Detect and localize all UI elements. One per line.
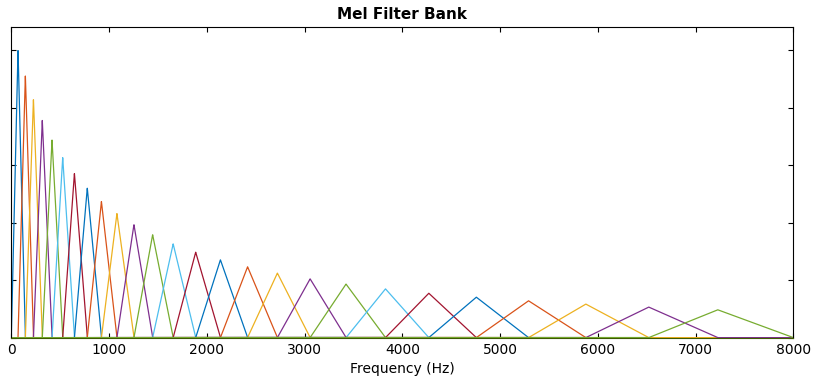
X-axis label: Frequency (Hz): Frequency (Hz) <box>350 362 455 376</box>
Title: Mel Filter Bank: Mel Filter Bank <box>337 7 467 22</box>
